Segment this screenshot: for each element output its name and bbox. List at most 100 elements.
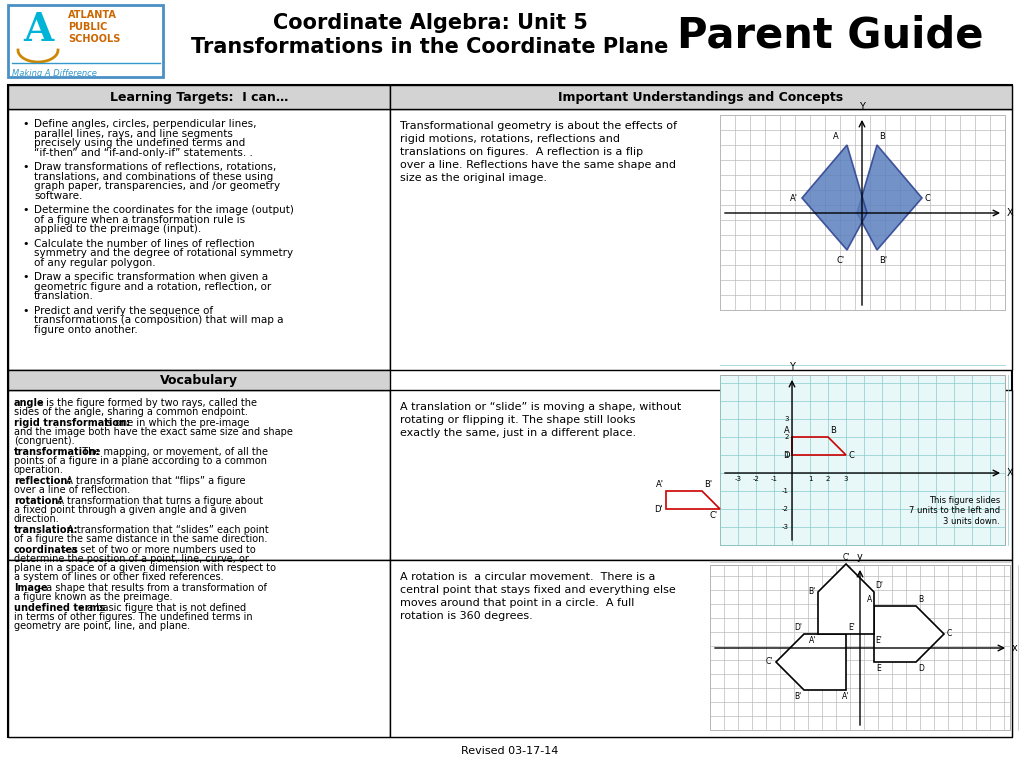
Text: rigid motions, rotations, reflections and: rigid motions, rotations, reflections an… [399,134,620,144]
Text: plane in a space of a given dimension with respect to: plane in a space of a given dimension wi… [14,563,276,573]
Text: C': C' [709,511,717,520]
Text: Y: Y [858,102,864,112]
Bar [389,390,1011,560]
Polygon shape [856,145,921,250]
Text: geometry are point, line, and plane.: geometry are point, line, and plane. [14,621,190,631]
Text: C: C [924,194,930,203]
Text: Vocabulary: Vocabulary [160,373,237,386]
Text: Determine the coordinates for the image (output): Determine the coordinates for the image … [34,205,293,215]
Text: C': C' [765,657,772,666]
Text: reflection:: reflection: [14,476,71,486]
Text: A transformation that “flips” a figure: A transformation that “flips” a figure [59,476,245,486]
Text: Revised 03-17-14: Revised 03-17-14 [461,746,558,756]
Text: Y: Y [789,362,794,372]
Text: translation.: translation. [34,291,94,301]
Text: Image: Image [14,583,48,593]
Text: B': B' [794,692,801,701]
Text: •: • [22,162,29,172]
Text: A: A [866,595,871,604]
Text: size as the original image.: size as the original image. [399,173,546,183]
Text: figure onto another.: figure onto another. [34,324,138,334]
Text: coordinates: coordinates [14,545,78,555]
Text: A: A [22,11,53,49]
Text: Draw transformations of reflections, rotations,: Draw transformations of reflections, rot… [34,162,276,172]
Text: The mapping, or movement, of all the: The mapping, or movement, of all the [76,447,268,457]
Text: points of a figure in a plane according to a common: points of a figure in a plane according … [14,456,267,466]
Text: C: C [848,451,854,460]
Text: A rotation is  a circular movement.  There is a: A rotation is a circular movement. There… [399,572,655,582]
Text: 2: 2 [784,434,789,440]
Text: X: X [1006,468,1013,478]
Text: A translation or “slide” is moving a shape, without: A translation or “slide” is moving a sha… [399,402,681,412]
Text: undefined terms: undefined terms [14,603,105,613]
Text: translations, and combinations of these using: translations, and combinations of these … [34,171,273,181]
Text: •: • [22,239,29,249]
Polygon shape [817,564,873,634]
Text: of a figure the same distance in the same direction.: of a figure the same distance in the sam… [14,534,267,544]
Text: -3: -3 [782,524,789,530]
Text: A': A' [842,692,849,701]
Text: •: • [22,272,29,282]
Text: This figure slides
7 units to the left and
3 units down.: This figure slides 7 units to the left a… [908,496,999,526]
Text: geometric figure and a rotation, reflection, or: geometric figure and a rotation, reflect… [34,282,271,291]
Text: determine the position of a point, line, curve, or: determine the position of a point, line,… [14,554,249,564]
Text: operation.: operation. [14,465,64,475]
Polygon shape [775,634,845,690]
Text: over a line of reflection.: over a line of reflection. [14,485,130,495]
Text: precisely using the undefined terms and: precisely using the undefined terms and [34,138,245,148]
Text: -3: -3 [734,476,741,482]
Bar [8,109,389,370]
Text: exactly the same, just in a different place.: exactly the same, just in a different pl… [399,428,636,438]
Text: Parent Guide: Parent Guide [676,14,982,56]
Text: B: B [829,426,835,435]
Text: B: B [917,595,922,604]
Text: (congruent).: (congruent). [14,436,74,446]
Text: Learning Targets:  I can…: Learning Targets: I can… [110,90,288,103]
Text: A: A [784,426,790,435]
Text: C': C' [836,256,844,265]
Polygon shape [873,606,943,662]
Text: sides of the angle, sharing a common endpoint.: sides of the angle, sharing a common end… [14,407,248,417]
Text: a figure known as the preimage.: a figure known as the preimage. [14,592,172,602]
Text: translations on figures.  A reflection is a flip: translations on figures. A reflection is… [399,147,643,157]
Text: Draw a specific transformation when given a: Draw a specific transformation when give… [34,272,268,282]
Text: direction.: direction. [14,514,60,524]
Text: 1: 1 [784,452,789,458]
Bar [8,390,389,560]
Bar [389,85,1011,109]
Text: a fixed point through a given angle and a given: a fixed point through a given angle and … [14,505,247,515]
Text: -2: -2 [782,506,789,512]
Text: 1: 1 [807,476,811,482]
Text: of a figure when a transformation rule is: of a figure when a transformation rule i… [34,214,245,224]
Text: Transformational geometry is about the effects of: Transformational geometry is about the e… [399,121,677,131]
Text: •: • [22,305,29,315]
Text: D: D [783,451,790,460]
Text: ATLANTA: ATLANTA [68,10,117,20]
Text: •: • [22,205,29,215]
Text: symmetry and the degree of rotational symmetry: symmetry and the degree of rotational sy… [34,248,292,258]
Text: Making A Difference: Making A Difference [12,69,97,77]
Text: 3: 3 [784,416,789,422]
Text: graph paper, transparencies, and /or geometry: graph paper, transparencies, and /or geo… [34,181,280,191]
Text: X: X [1006,208,1013,218]
Text: Predict and verify the sequence of: Predict and verify the sequence of [34,305,213,315]
Text: D': D' [653,504,662,513]
Text: 2: 2 [825,476,829,482]
Bar [8,5,163,77]
Text: over a line. Reflections have the same shape and: over a line. Reflections have the same s… [399,160,676,170]
Text: – a basic figure that is not defined: – a basic figure that is not defined [76,603,247,613]
Text: rigid transformation:: rigid transformation: [14,418,129,428]
Text: rotating or flipping it. The shape still looks: rotating or flipping it. The shape still… [399,415,635,425]
Text: applied to the preimage (input).: applied to the preimage (input). [34,224,201,234]
Bar [8,560,389,737]
Text: y: y [856,552,862,562]
Text: software.: software. [34,190,83,200]
Text: SCHOOLS: SCHOOLS [68,34,120,44]
Text: B': B' [703,480,711,489]
Text: is one in which the pre-image: is one in which the pre-image [101,418,250,428]
Text: B: B [878,132,884,141]
Text: Important Understandings and Concepts: Important Understandings and Concepts [557,90,843,103]
Text: a system of lines or other fixed references.: a system of lines or other fixed referen… [14,572,223,582]
Text: parallel lines, rays, and line segments: parallel lines, rays, and line segments [34,129,232,138]
Text: Calculate the number of lines of reflection: Calculate the number of lines of reflect… [34,239,255,249]
